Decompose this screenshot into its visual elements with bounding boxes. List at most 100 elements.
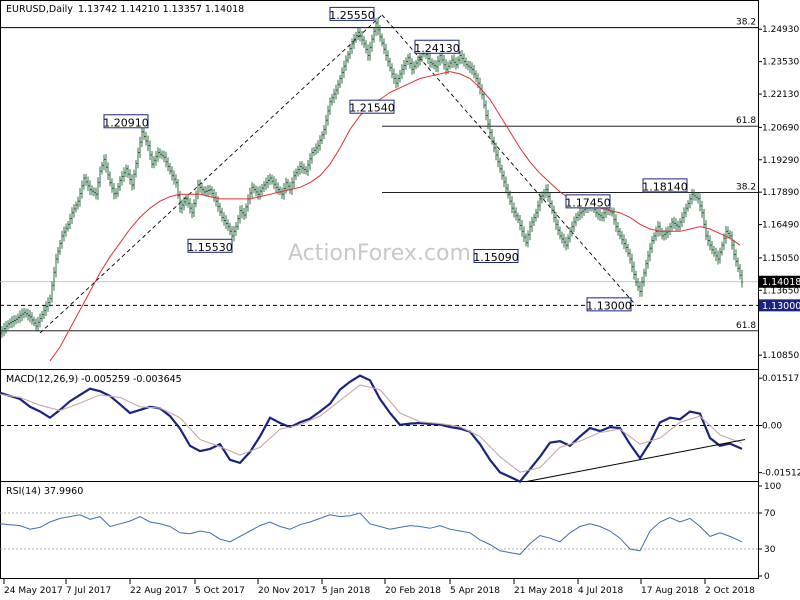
price-bar: [33, 316, 35, 327]
price-bar: [643, 268, 645, 287]
price-bar: [145, 131, 147, 146]
rsi-title: RSI(14) 37.9960: [6, 486, 83, 497]
price-bar: [269, 173, 271, 185]
price-bar: [713, 245, 715, 257]
price-bar: [559, 226, 561, 240]
price-bar: [121, 171, 123, 186]
price-bar: [579, 207, 581, 221]
price-bar: [173, 170, 175, 185]
macd-trendline: [525, 439, 746, 483]
price-bar: [577, 211, 579, 222]
price-bar: [127, 165, 129, 178]
price-bar: [41, 311, 43, 323]
price-bar: [183, 196, 185, 211]
price-bar: [235, 222, 237, 236]
price-bar: [261, 183, 263, 196]
price-bar: [561, 231, 563, 244]
price-bar: [199, 179, 201, 193]
label-1-18140: 1.18140: [642, 178, 688, 193]
price-bar: [203, 186, 205, 196]
price-bar: [567, 234, 569, 250]
label-1-15090-box: [473, 248, 519, 263]
label-1-25550-text: 1.25550: [329, 9, 375, 22]
ohlc-readout: 1.13742 1.14210 1.13357 1.14018: [78, 4, 244, 15]
price-bar: [545, 184, 547, 198]
price-bar: [221, 207, 223, 222]
price-bar: [225, 215, 227, 229]
x-axis-label: 17 Aug 2018: [641, 586, 699, 596]
price-bar: [453, 54, 455, 68]
label-1-24130-text: 1.24130: [414, 42, 460, 55]
price-bar: [451, 55, 453, 68]
label-1-13000: 1.13000: [586, 297, 632, 312]
price-axis-label: 1.20690: [762, 123, 799, 133]
price-bar: [117, 182, 119, 198]
price-bar: [457, 56, 459, 69]
price-bar: [533, 213, 535, 226]
x-axis-label: 22 Aug 2017: [130, 586, 188, 596]
price-bar: [385, 43, 387, 61]
price-bar: [73, 203, 75, 218]
price-bar: [219, 202, 221, 216]
label-1-15090-text: 1.15090: [473, 251, 519, 264]
label-1-17450: 1.17450: [565, 194, 611, 209]
current-price-tag-bg: [759, 275, 800, 288]
price-bar: [17, 313, 19, 324]
price-bar: [355, 32, 357, 43]
price-axis-label: 1.22130: [762, 90, 799, 100]
price-bar: [631, 253, 633, 273]
price-bar: [383, 38, 385, 54]
price-bar: [119, 176, 121, 191]
price-bar: [51, 281, 53, 303]
price-bar: [505, 176, 507, 194]
price-bar: [43, 306, 45, 320]
price-bar: [419, 51, 421, 66]
price-bar: [411, 58, 413, 75]
price-bar: [535, 208, 537, 222]
price-bar: [375, 18, 377, 37]
price-bar: [601, 211, 603, 222]
price-bar: [61, 230, 63, 249]
price-bar: [341, 67, 343, 84]
fall-trendline: [381, 14, 637, 306]
price-bar: [391, 63, 393, 79]
price-bar: [373, 27, 375, 43]
price-bar: [541, 191, 543, 204]
price-bar: [253, 183, 255, 194]
price-bar: [327, 105, 329, 126]
price-bar: [229, 222, 231, 236]
price-bar: [409, 52, 411, 69]
price-bar: [177, 179, 179, 199]
price-bar: [191, 202, 193, 219]
price-bar: [337, 79, 339, 95]
price-bar: [675, 218, 677, 231]
price-bar: [403, 60, 405, 75]
price-bar: [231, 226, 233, 242]
price-bar: [211, 186, 213, 197]
price-bar: [9, 318, 11, 329]
x-axis-label: 4 Jul 2018: [578, 586, 623, 596]
price-bar: [633, 261, 635, 280]
price-bar: [703, 208, 705, 229]
price-bar: [241, 204, 243, 219]
label-1-20910-text: 1.20910: [103, 116, 149, 129]
price-axis-label: 1.17890: [762, 188, 799, 198]
price-bar: [293, 170, 295, 188]
price-bar: [641, 276, 643, 297]
price-bar: [705, 220, 707, 241]
price-bar: [263, 181, 265, 192]
price-bar: [299, 161, 301, 175]
price-bar: [413, 61, 415, 75]
price-bar: [725, 225, 727, 244]
price-bar: [571, 221, 573, 237]
price-bar: [113, 182, 115, 200]
price-bar: [31, 312, 33, 325]
price-bar: [205, 186, 207, 197]
price-bar: [207, 184, 209, 197]
price-bar: [599, 209, 601, 222]
price-bar: [635, 270, 637, 287]
price-bar: [333, 88, 335, 104]
price-bar: [157, 147, 159, 162]
price-bar: [155, 151, 157, 166]
price-bar: [363, 35, 365, 48]
